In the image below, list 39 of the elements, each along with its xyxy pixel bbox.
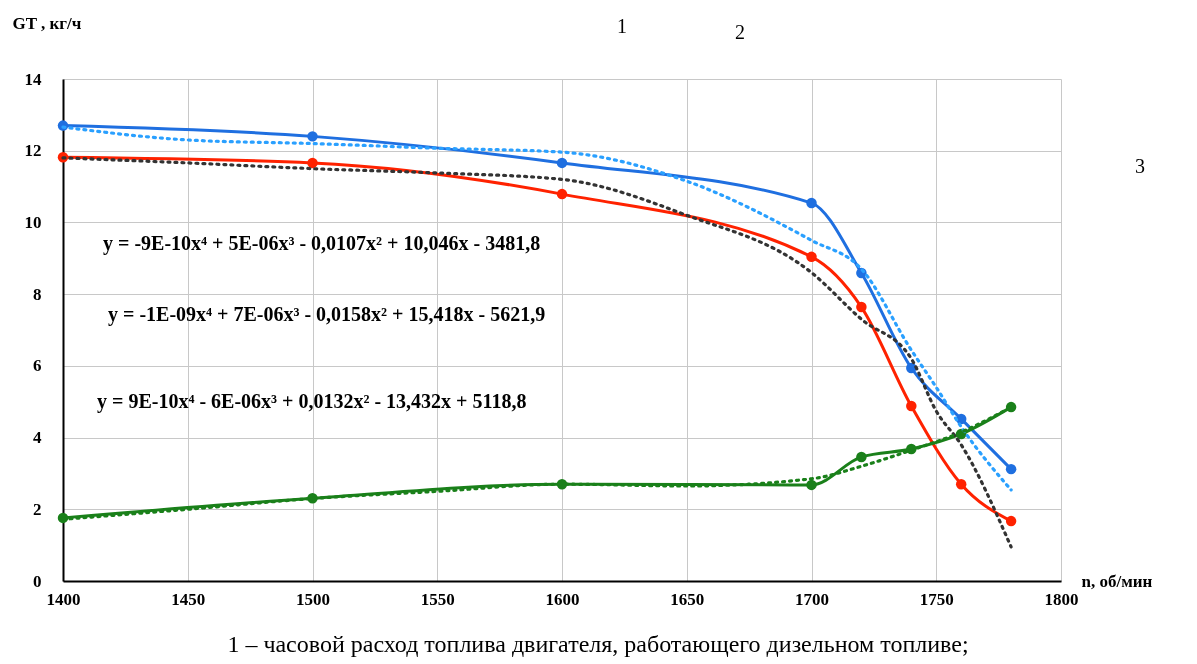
text: 3 bbox=[1135, 155, 1145, 177]
point bbox=[806, 197, 817, 209]
point bbox=[307, 131, 318, 142]
point bbox=[856, 301, 867, 313]
y-tick-label: 6 bbox=[33, 356, 42, 376]
x-tick-label: 1550 bbox=[420, 589, 455, 609]
point bbox=[556, 188, 568, 200]
y-tick-label: 12 bbox=[24, 141, 42, 161]
text: 2 bbox=[735, 21, 745, 43]
point bbox=[955, 478, 967, 490]
x-axis-title: n, об/мин bbox=[1081, 571, 1153, 591]
point bbox=[556, 157, 568, 169]
x-tick-label: 1450 bbox=[171, 589, 206, 609]
x-tick-label: 1800 bbox=[1044, 589, 1079, 609]
point bbox=[806, 479, 817, 491]
y-tick-label: 14 bbox=[24, 69, 42, 89]
x-tick-label: 1650 bbox=[670, 589, 705, 609]
y-tick-label: 8 bbox=[33, 284, 42, 304]
y-tick-label: 4 bbox=[33, 428, 42, 448]
annotation: y = -9E-10x⁴ + 5E-06x³ - 0,0107x² + 10,046x - 3481,8 bbox=[103, 232, 541, 255]
point bbox=[806, 251, 817, 263]
x-tick-label: 1400 bbox=[46, 589, 81, 609]
annotation: y = 9E-10x⁴ - 6E-06x³ + 0,0132x² - 13,432x + 5118,8 bbox=[97, 390, 527, 413]
y-tick-label: 10 bbox=[24, 212, 42, 232]
y-tick-label: 0 bbox=[33, 571, 42, 591]
text: 1 – часовой расход топлива двигателя, работающего дизельном топливе; bbox=[227, 631, 969, 657]
annotation: y = -1E-09x⁴ + 7E-06x³ - 0,0158x² + 15,418x - 5621,9 bbox=[108, 303, 546, 326]
point bbox=[1005, 515, 1017, 527]
point bbox=[906, 400, 917, 412]
text: 1 bbox=[617, 15, 627, 37]
x-tick-label: 1700 bbox=[795, 589, 829, 609]
point bbox=[307, 157, 318, 169]
y-axis-title: GT , кг/ч bbox=[12, 13, 82, 33]
point bbox=[856, 451, 867, 463]
x-tick-label: 1750 bbox=[919, 589, 954, 609]
x-tick-label: 1500 bbox=[296, 589, 330, 609]
y-tick-label: 2 bbox=[33, 499, 42, 519]
point bbox=[1005, 463, 1017, 475]
x-tick-label: 1600 bbox=[545, 589, 580, 609]
